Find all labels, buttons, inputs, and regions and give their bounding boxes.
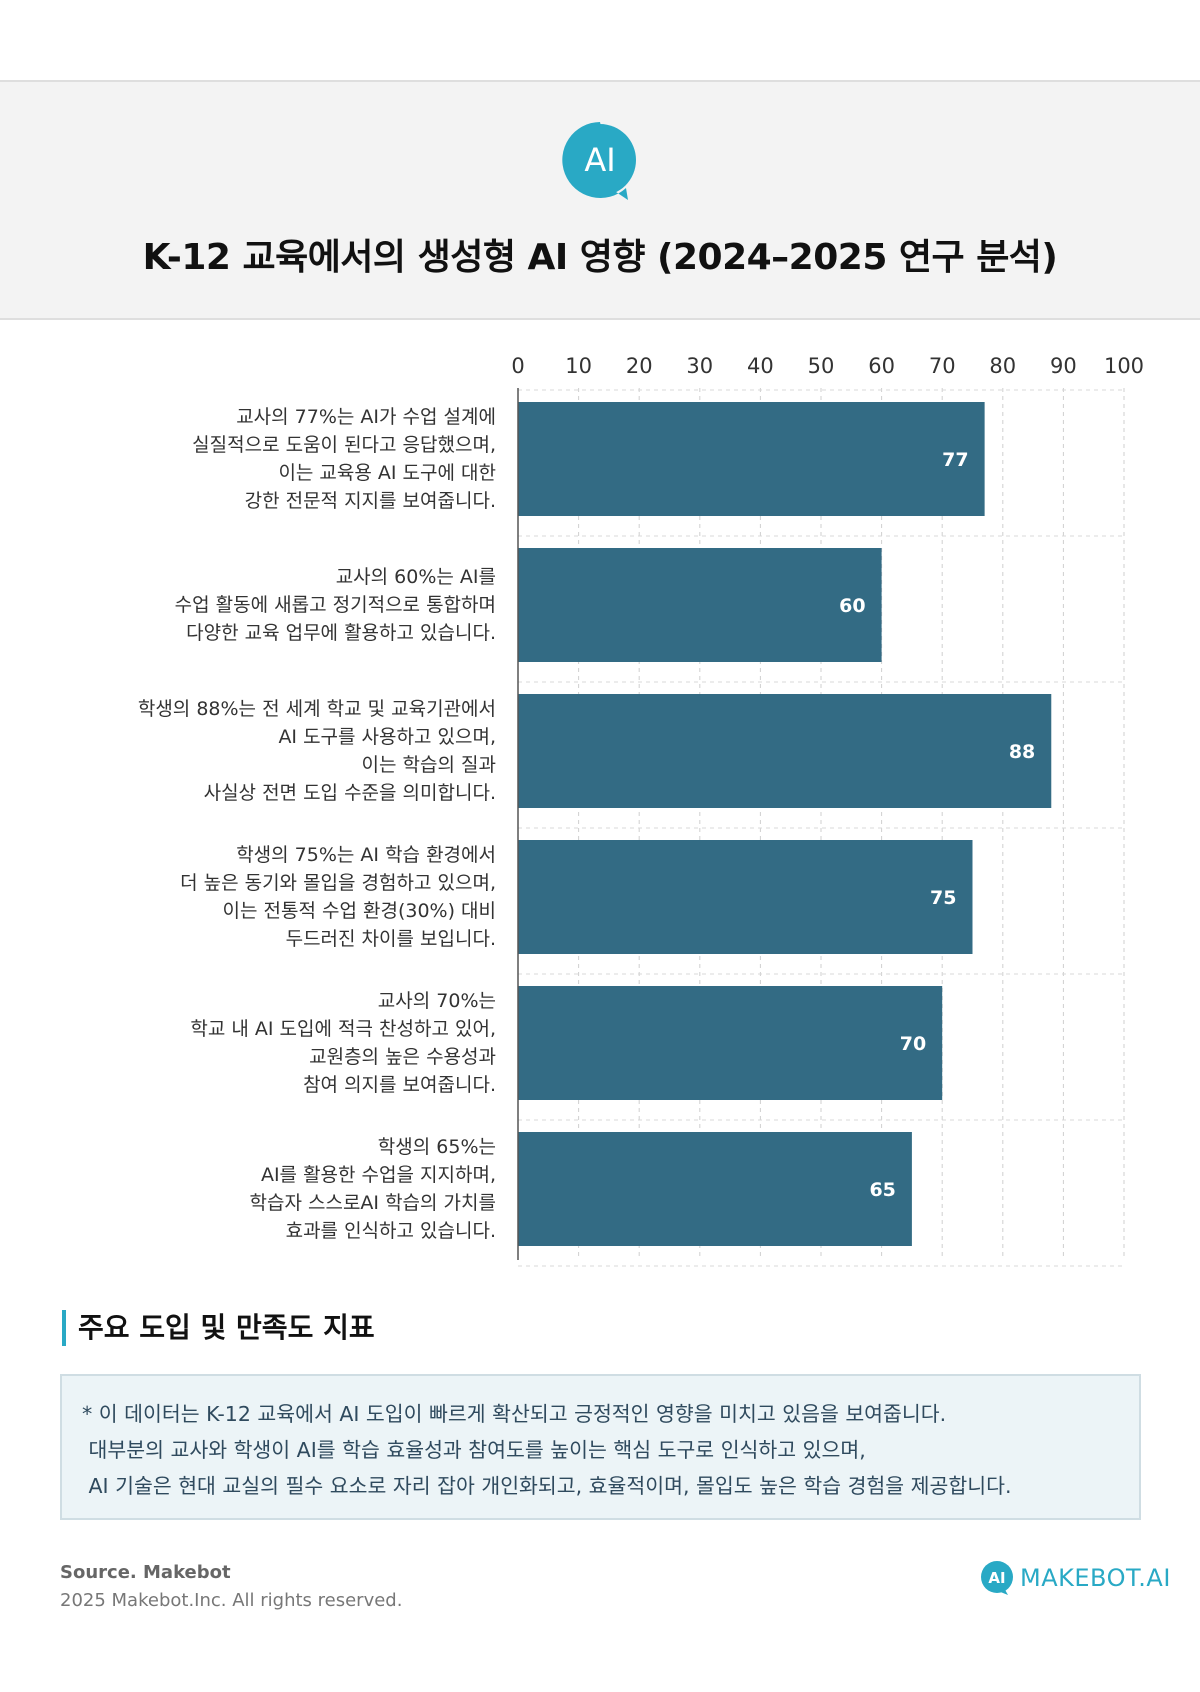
x-tick-label: 0 [511,354,524,378]
section-title: 주요 도입 및 만족도 지표 [62,1310,375,1346]
x-tick-label: 60 [868,354,895,378]
page-title: K-12 교육에서의 생성형 AI 영향 (2024–2025 연구 분석) [142,237,1058,278]
x-tick-label: 80 [989,354,1016,378]
source-text: Source. Makebot [60,1562,231,1583]
note-box: * 이 데이터는 K-12 교육에서 AI 도입이 빠르게 확산되고 긍정적인 … [60,1374,1141,1520]
category-label: 학생의 65%는 AI를 활용한 수업을 지지하며, 학습자 스스로AI 학습의… [249,1136,496,1242]
bar-value-label: 75 [930,887,956,909]
category-label: 학생의 88%는 전 세계 학교 및 교육기관에서 AI 도구를 사용하고 있으… [137,698,496,804]
bar[interactable] [518,840,973,954]
x-tick-label: 40 [747,354,774,378]
bar[interactable] [518,548,882,662]
category-label: 교사의 60%는 AI를 수업 활동에 새롭고 정기적으로 통합하며 다양한 교… [174,566,496,644]
bar[interactable] [518,402,985,516]
note-line: * 이 데이터는 K-12 교육에서 AI 도입이 빠르게 확산되고 긍정적인 … [82,1402,947,1426]
bar-chart-svg: 0 10 20 30 40 50 60 70 80 90 100 77 60 88 75 70 65 [511,354,1144,1267]
ai-logo-text: AI [584,141,615,179]
x-tick-label: 10 [565,354,592,378]
x-tick-label: 90 [1050,354,1077,378]
brand-name: MAKEBOT.AI [1020,1564,1171,1592]
note-line: AI 기술은 현대 교실의 필수 요소로 자리 잡아 개인화되고, 효율적이며,… [82,1474,1012,1498]
x-tick-label: 70 [929,354,956,378]
ai-logo-icon: AI [562,122,636,200]
bar[interactable] [518,694,1052,808]
bar-value-label: 77 [942,449,968,471]
bar-value-label: 65 [869,1179,895,1201]
category-label: 교사의 70%는 학교 내 AI 도입에 적극 찬성하고 있어, 교원층의 높은… [190,990,496,1096]
makebot-logo-icon: AI [981,1561,1013,1595]
note-line: 대부분의 교사와 학생이 AI를 학습 효율성과 참여도를 높이는 핵심 도구로… [82,1438,866,1462]
makebot-logo-text: AI [988,1569,1005,1587]
bar-value-label: 60 [839,595,865,617]
x-tick-label: 100 [1104,354,1144,378]
category-label: 교사의 77%는 AI가 수업 설계에 실질적으로 도움이 된다고 응답했으며,… [192,406,496,512]
brand-logo[interactable]: AI MAKEBOT.AI [980,1558,1170,1598]
bar[interactable] [518,986,943,1100]
x-tick-label: 20 [626,354,653,378]
bar[interactable] [518,1132,912,1246]
x-tick-label: 30 [686,354,713,378]
bar-chart: 0 10 20 30 40 50 60 70 80 90 100 77 60 88 75 70 65 교사의 7… [0,350,1200,1270]
bar-value-label: 88 [1009,741,1035,763]
bar-value-label: 70 [900,1033,926,1055]
category-label: 학생의 75%는 AI 학습 환경에서 더 높은 동기와 몰입을 경험하고 있으… [180,844,496,950]
header-band: AI K-12 교육에서의 생성형 AI 영향 (2024–2025 연구 분석… [0,80,1200,320]
x-tick-label: 50 [808,354,835,378]
copyright-text: 2025 Makebot.Inc. All rights reserved. [60,1590,403,1611]
